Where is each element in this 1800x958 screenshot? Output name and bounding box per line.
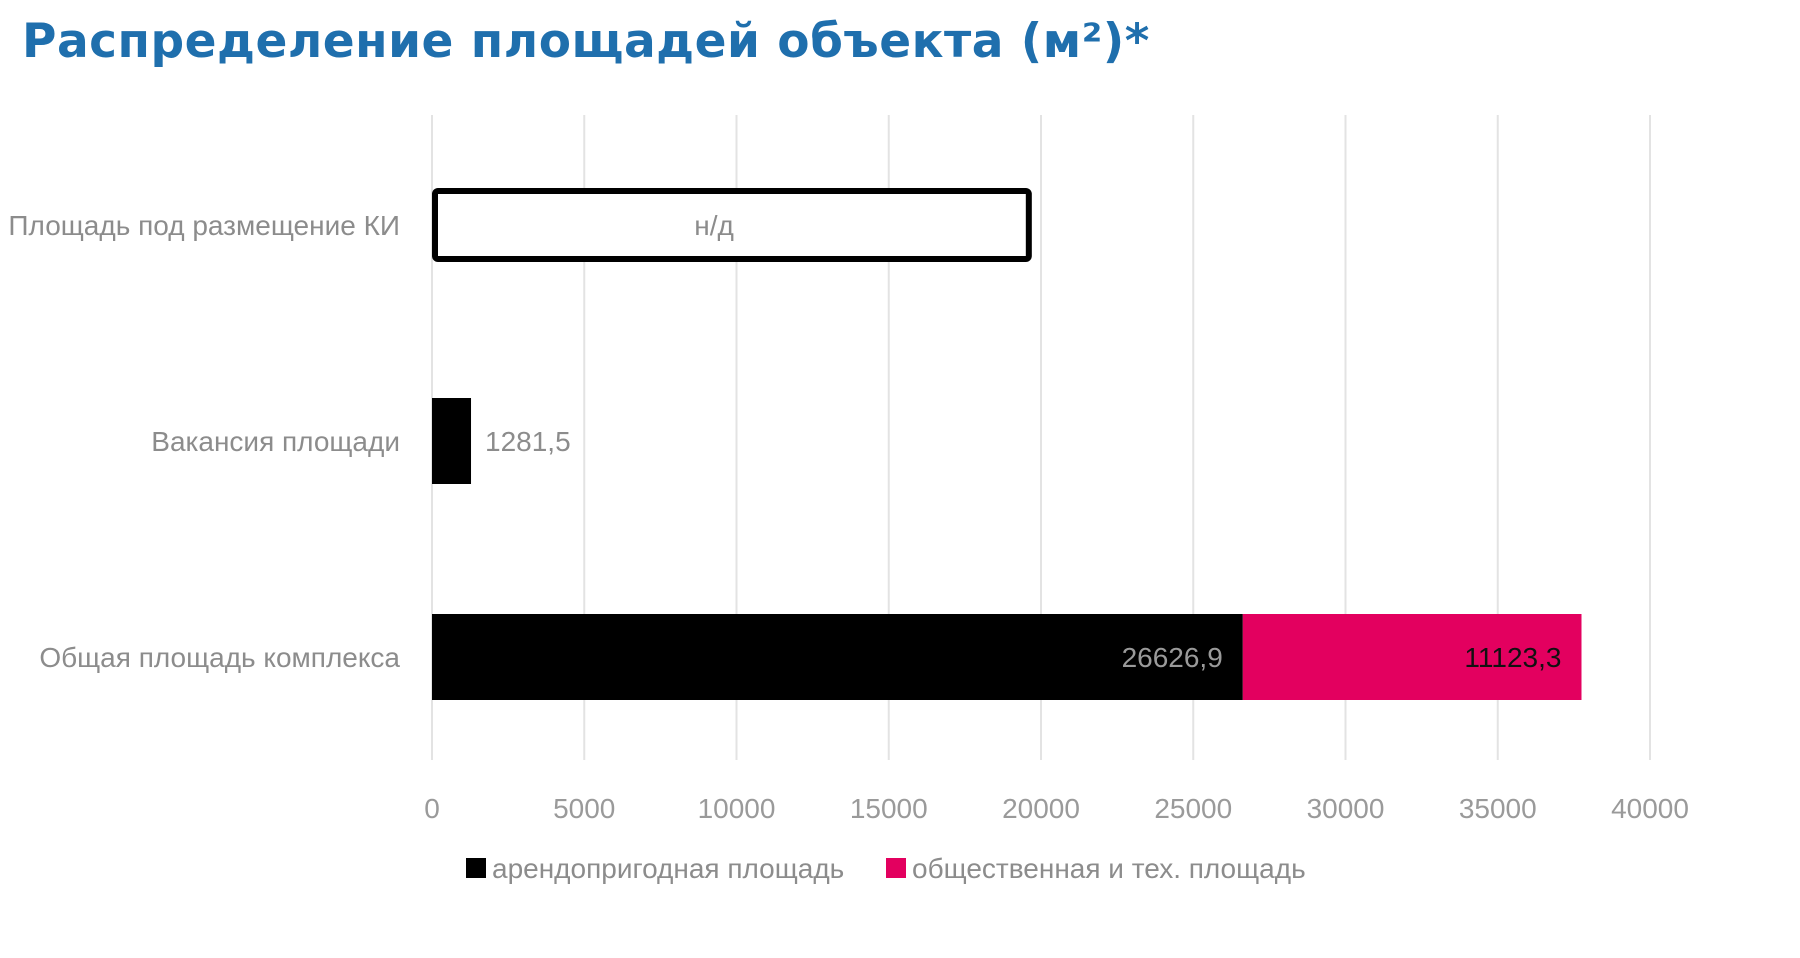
category-label: Общая площадь комплекса [39,642,400,673]
data-label: 11123,3 [1464,642,1561,673]
labels: 0 5000 10000 15000 20000 25000 30000 35000 40000… [8,210,1689,824]
x-tick-label: 10000 [698,793,776,824]
category-label: Площадь под размещение КИ [8,210,400,241]
x-tick-label: 0 [424,793,440,824]
data-label: 1281,5 [485,426,571,457]
bar [432,398,472,484]
category-label: Вакансия площади [151,426,400,457]
x-tick-label: 20000 [1002,793,1080,824]
x-tick-label: 35000 [1459,793,1537,824]
legend-swatch [886,858,906,878]
x-tick-label: 40000 [1611,793,1689,824]
legend-swatch [466,858,486,878]
x-tick-label: 15000 [850,793,928,824]
data-label: 26626,9 [1122,642,1223,673]
bar [1242,614,1582,700]
legend-label: общественная и тех. площадь [912,853,1306,884]
legend-label: арендопригодная площадь [492,853,844,884]
legend: арендопригодная площадь общественная и те… [466,853,1306,884]
chart-title: Распределение площадей объекта (м²)* [22,14,1150,69]
x-tick-label: 30000 [1307,793,1385,824]
x-tick-label: 5000 [553,793,615,824]
bar [432,614,1243,700]
placeholder-bar [432,188,1032,262]
bars [432,188,1582,700]
placeholder-label: н/д [694,210,734,241]
x-tick-label: 25000 [1154,793,1232,824]
